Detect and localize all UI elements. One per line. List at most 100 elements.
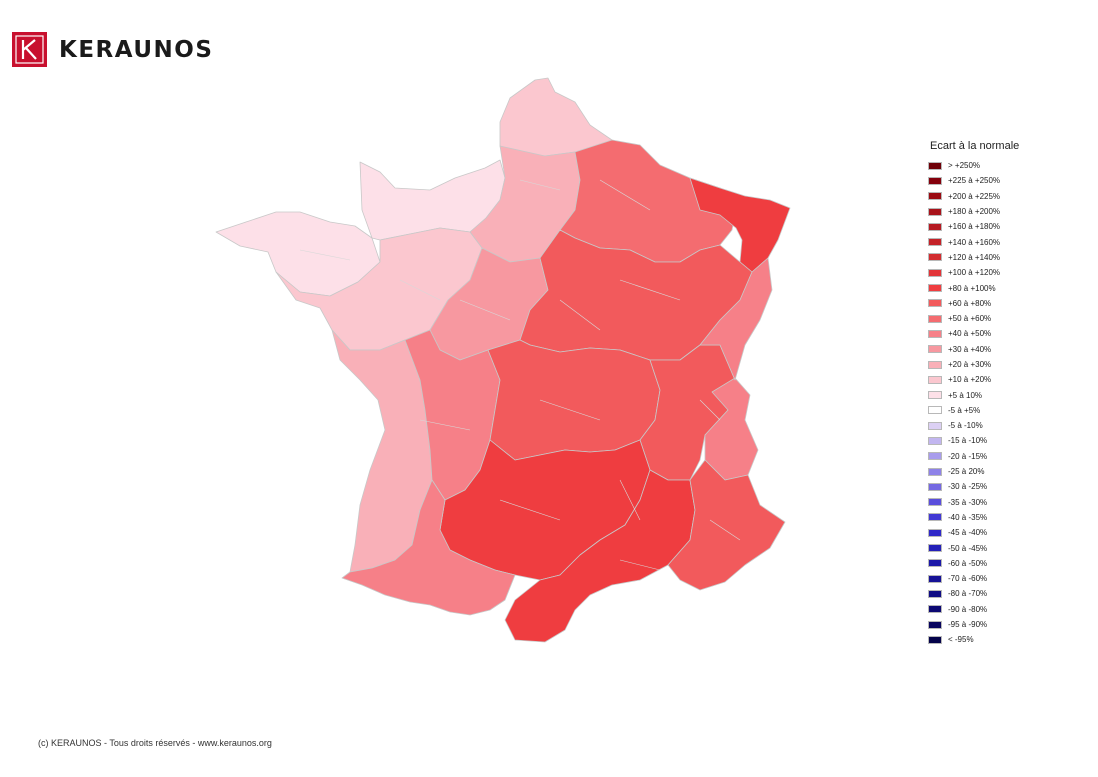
legend-item: -80 à -70% (928, 586, 1019, 601)
map-region (667, 459, 786, 591)
legend-swatch (928, 192, 942, 201)
legend-item: -15 à -10% (928, 433, 1019, 448)
legend-swatch (928, 482, 942, 491)
legend-swatch (928, 452, 942, 461)
legend-swatch (928, 467, 942, 476)
legend-item: +120 à +140% (928, 250, 1019, 265)
legend-label: -25 à 20% (948, 467, 985, 477)
legend-label: -50 à -45% (948, 543, 988, 553)
legend-item: -30 à -25% (928, 479, 1019, 494)
legend-label: +30 à +40% (948, 344, 992, 354)
legend-label: -5 à +5% (948, 405, 981, 415)
legend-label: +80 à +100% (948, 283, 996, 293)
legend-item: -20 à -15% (928, 449, 1019, 464)
legend-label: -80 à -70% (948, 589, 988, 599)
legend-swatch (928, 314, 942, 323)
legend-item: -60 à -50% (928, 556, 1019, 571)
legend-label: -15 à -10% (948, 436, 988, 446)
legend-label: +200 à +225% (948, 191, 1001, 201)
legend-label: -20 à -15% (948, 451, 988, 461)
map-legend: Ecart à la normale > +250% +225 à +250% +2… (928, 140, 1019, 648)
legend-label: -95 à -90% (948, 620, 988, 630)
legend-item: +200 à +225% (928, 189, 1019, 204)
legend-swatch (928, 299, 942, 308)
legend-label: -70 à -60% (948, 574, 988, 584)
legend-swatch (928, 498, 942, 507)
legend-swatch (928, 620, 942, 629)
legend-item: -95 à -90% (928, 617, 1019, 632)
legend-item: +180 à +200% (928, 204, 1019, 219)
legend-swatch (928, 268, 942, 277)
legend-item: +225 à +250% (928, 173, 1019, 188)
legend-label: +50 à +60% (948, 314, 992, 324)
legend-item: -35 à -30% (928, 495, 1019, 510)
legend-swatch (928, 161, 942, 170)
legend-item: +10 à +20% (928, 372, 1019, 387)
legend-item: +40 à +50% (928, 326, 1019, 341)
legend-label: -5 à -10% (948, 421, 983, 431)
legend-swatch (928, 528, 942, 537)
legend-swatch (928, 176, 942, 185)
legend-item: < -95% (928, 632, 1019, 647)
legend-item: -50 à -45% (928, 540, 1019, 555)
legend-swatch (928, 559, 942, 568)
legend-item: -45 à -40% (928, 525, 1019, 540)
map-region (499, 77, 613, 157)
legend-item: -5 à +5% (928, 403, 1019, 418)
legend-item: +140 à +160% (928, 234, 1019, 249)
legend-item: > +250% (928, 158, 1019, 173)
brand-name: KERAUNOS (59, 36, 214, 63)
legend-swatch (928, 513, 942, 522)
legend-item: +20 à +30% (928, 357, 1019, 372)
legend-swatch (928, 436, 942, 445)
legend-label: -30 à -25% (948, 482, 988, 492)
legend-item: +5 à 10% (928, 387, 1019, 402)
legend-label: < -95% (948, 635, 974, 645)
legend-swatch (928, 207, 942, 216)
legend-swatch (928, 329, 942, 338)
legend-label: > +250% (948, 161, 981, 171)
copyright-footer: (c) KERAUNOS - Tous droits réservés - ww… (38, 738, 272, 748)
legend-label: +20 à +30% (948, 360, 992, 369)
legend-item: +50 à +60% (928, 311, 1019, 326)
legend-item: -90 à -80% (928, 602, 1019, 617)
legend-swatch (928, 375, 942, 384)
legend-item: -70 à -60% (928, 571, 1019, 586)
legend-swatch (928, 284, 942, 293)
france-map (215, 77, 791, 643)
legend-swatch (928, 238, 942, 247)
brand-logo: KERAUNOS (12, 32, 213, 67)
legend-label: +100 à +120% (948, 268, 1001, 278)
legend-label: -40 à -35% (948, 512, 988, 522)
legend-swatch (928, 345, 942, 354)
legend-item: +60 à +80% (928, 296, 1019, 311)
legend-swatch (928, 253, 942, 262)
legend-label: +180 à +200% (948, 207, 1001, 217)
legend-label: -90 à -80% (948, 604, 988, 614)
legend-item: -40 à -35% (928, 510, 1019, 525)
legend-item: +160 à +180% (928, 219, 1019, 234)
map-region (341, 479, 516, 616)
legend-item: +100 à +120% (928, 265, 1019, 280)
legend-label: -45 à -40% (948, 528, 988, 538)
keraunos-k-icon (12, 32, 47, 67)
legend-label: +160 à +180% (948, 222, 1001, 232)
legend-swatch (928, 391, 942, 400)
legend-label: -35 à -30% (948, 497, 988, 507)
legend-label: +10 à +20% (948, 375, 992, 385)
legend-swatch (928, 360, 942, 369)
legend-item: -25 à 20% (928, 464, 1019, 479)
legend-label: +5 à 10% (948, 390, 983, 400)
map-region (504, 469, 696, 643)
legend-label: +140 à +160% (948, 237, 1001, 247)
legend-item: +80 à +100% (928, 280, 1019, 295)
legend-swatch (928, 406, 942, 415)
legend-item: +30 à +40% (928, 342, 1019, 357)
legend-swatch (928, 222, 942, 231)
legend-label: +225 à +250% (948, 176, 1001, 186)
legend-swatch (928, 421, 942, 430)
legend-label: +60 à +80% (948, 298, 992, 308)
legend-swatch (928, 544, 942, 553)
legend-label: +120 à +140% (948, 252, 1001, 262)
legend-swatch (928, 635, 942, 644)
